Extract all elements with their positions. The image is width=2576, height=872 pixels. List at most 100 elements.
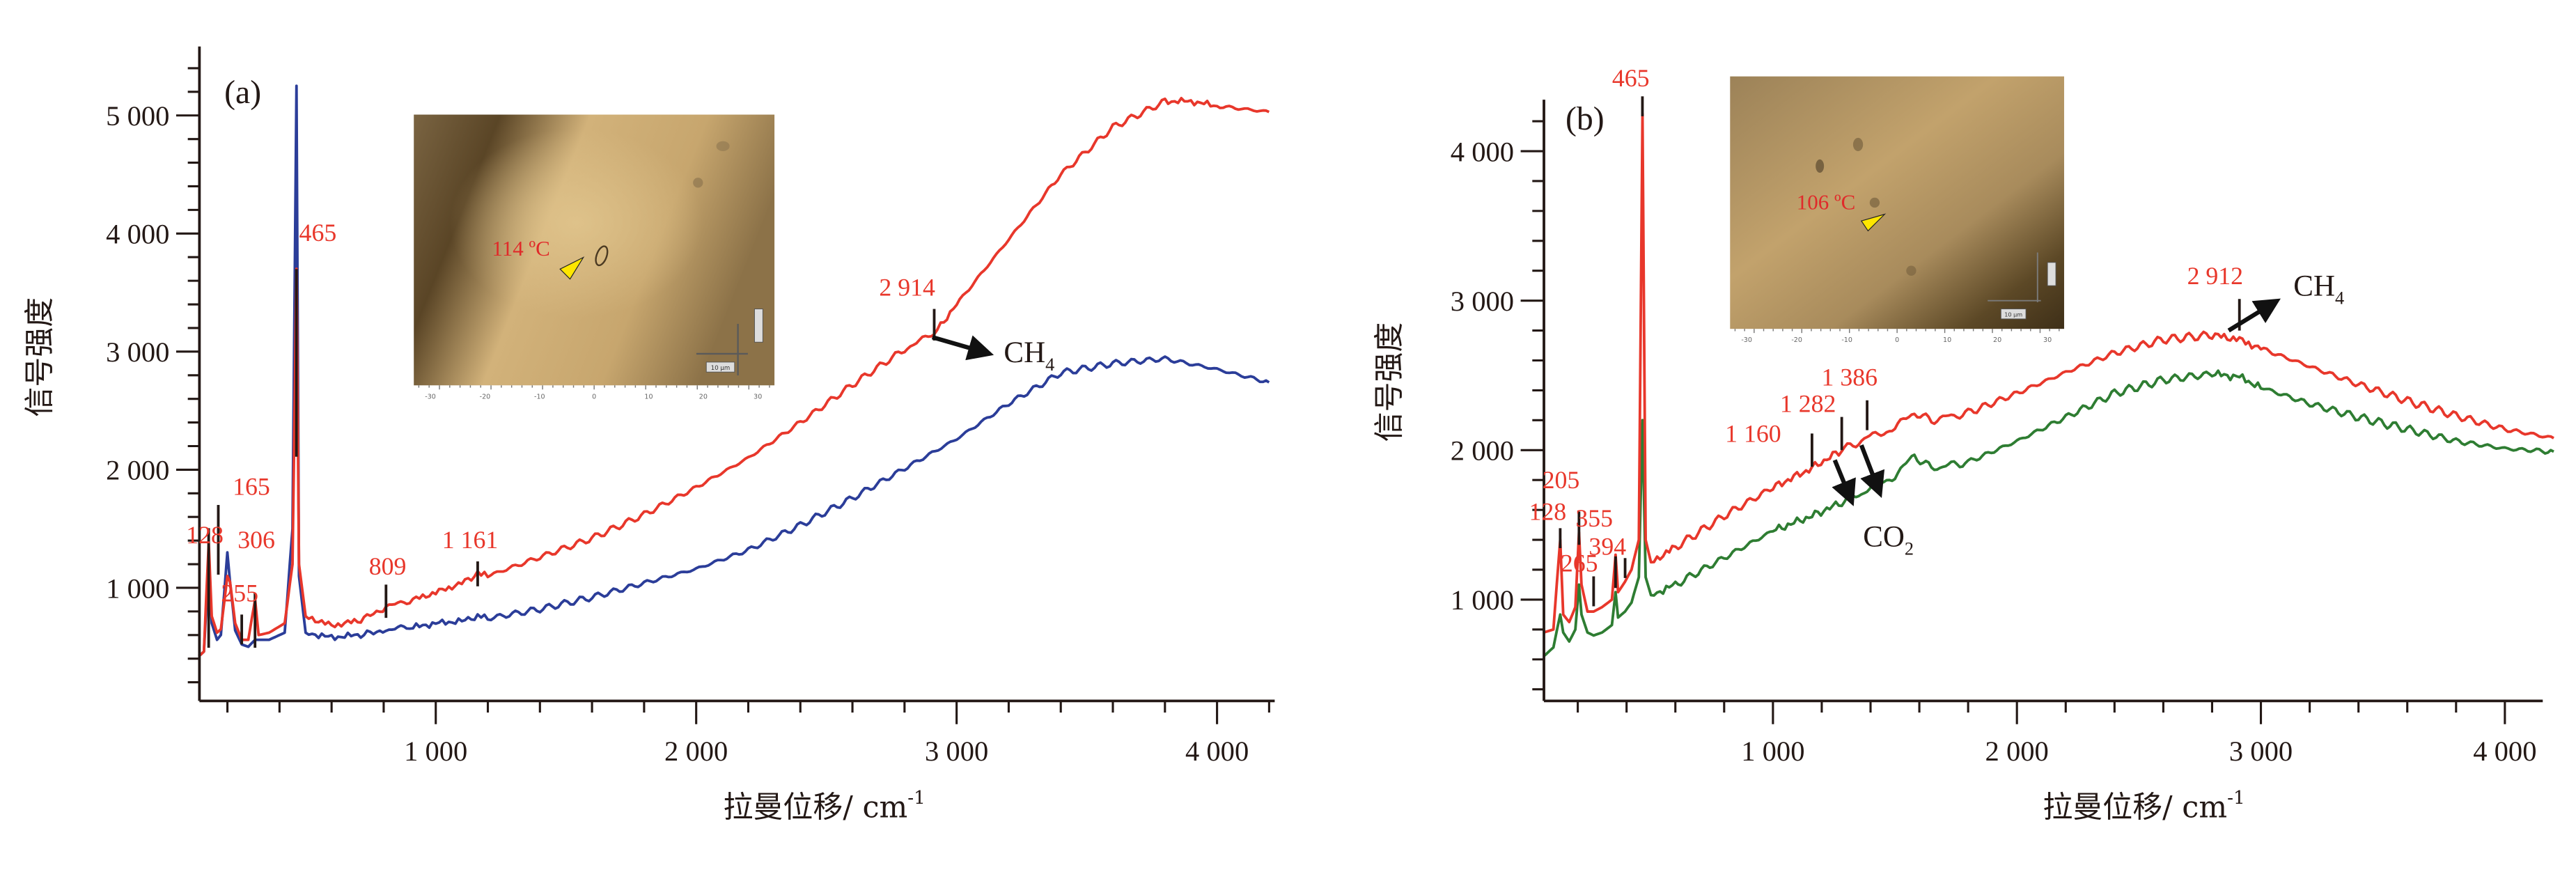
panel-b: 1 000 2 000 3 000 4 000 1 000 2 000 3 000 4 00…: [1372, 64, 2554, 825]
b-x-tick-label: 3 000: [2229, 735, 2293, 767]
b-y-tick-label: 4 000: [1451, 136, 1514, 167]
b-photo-ruler-label: -10: [1841, 336, 1852, 344]
a-x-axis-title: 拉曼位移/ cm-1: [724, 788, 926, 825]
a-y-tick-label: 5 000: [106, 100, 169, 132]
b-peak-label: 1 386: [1822, 363, 1878, 391]
a-y-axis-ticks: 1 000 2 000 3 000 4 000 5 000: [106, 67, 200, 684]
b-y-tick-label: 3 000: [1451, 286, 1514, 317]
a-scale-label-box: [705, 361, 735, 373]
b-peak-label: 1 282: [1780, 389, 1836, 417]
b-series-upper-spectrum: [1543, 112, 2554, 634]
a-ch4-main: CH: [1004, 336, 1045, 369]
b-temperature-label: 106 ºC: [1797, 189, 1856, 214]
b-x-axis-title-main: 拉曼位移/ cm: [2043, 790, 2227, 825]
b-x-tick-label: 1 000: [1741, 735, 1804, 767]
a-series-upper-spectrum: [198, 97, 1270, 657]
a-x-axis-title-sup: -1: [907, 788, 926, 809]
a-photo-ruler-label: -10: [534, 393, 545, 400]
a-peak-label: 128: [186, 521, 224, 549]
b-co2-sub: 2: [1905, 539, 1914, 559]
a-x-axis-title-main: 拉曼位移/ cm: [724, 790, 908, 825]
b-yellow-pointer-icon: [1860, 213, 1887, 232]
a-scale-label-vertical: [754, 309, 763, 343]
a-y-tick-label: 1 000: [106, 573, 169, 604]
a-panel-label: (a): [224, 74, 261, 111]
a-peak-label: 255: [221, 579, 258, 607]
a-y-tick-label: 4 000: [106, 219, 169, 250]
b-series-lower-spectrum: [1543, 369, 2554, 657]
a-series-lower-spectrum: [198, 84, 1270, 657]
b-y-tick-label: 2 000: [1451, 435, 1514, 467]
a-x-tick-label: 1 000: [404, 735, 467, 767]
b-photo-ruler: -30 -20 -10 0 10 20 30: [1734, 329, 2060, 344]
a-y-tick-label: 2 000: [106, 455, 169, 486]
b-peak-label: 205: [1543, 466, 1580, 494]
a-ch4-label: CH4: [1004, 336, 1054, 375]
b-x-axis-title: 拉曼位移/ cm-1: [2043, 788, 2245, 825]
b-x-axis-ticks: 1 000 2 000 3 000 4 000: [1577, 701, 2536, 767]
a-x-tick-label: 2 000: [664, 735, 728, 767]
b-y-axis-ticks: 1 000 2 000 3 000 4 000: [1451, 120, 1545, 691]
a-photo-ruler: -30 -20 -10 0 10 20 30: [418, 385, 770, 400]
b-photo-ruler-label: 20: [1993, 336, 2001, 344]
b-photo-ruler-label: 10: [1943, 336, 1951, 344]
b-series-group: [1543, 112, 2554, 657]
b-peak-label: 394: [1588, 533, 1626, 561]
a-peak-label: 465: [299, 219, 337, 247]
a-peak-labels: 128 165 255 306 465 809 1 161 2 914: [186, 219, 935, 607]
b-inset-photo: 106 ºC 10 μm -30 -20 -10 0 10 20 30: [1730, 76, 2064, 344]
a-photo-ruler-label: -20: [480, 393, 491, 400]
a-x-axis-ticks: 1 000 2 000 3 000 4 000: [226, 701, 1270, 767]
b-x-axis-title-sup: -1: [2227, 788, 2245, 809]
b-ch4-main: CH: [2293, 270, 2335, 303]
a-y-tick-label: 3 000: [106, 336, 169, 368]
a-scale-bar-text: 10 μm: [711, 365, 730, 372]
b-photo-background: [1730, 76, 2064, 329]
a-ch4-arrow-icon: [931, 335, 994, 361]
a-photo-ruler-label: 0: [592, 393, 596, 400]
a-peak-label: 809: [369, 552, 407, 580]
a-y-axis-title: 信号强度: [23, 297, 58, 417]
b-peak-label: 2 912: [2187, 262, 2244, 290]
a-photo-spot: [716, 141, 730, 152]
a-temperature-label: 114 ºC: [492, 236, 549, 260]
b-co2-label: CO2: [1863, 521, 1914, 559]
a-peak-label: 1 161: [442, 526, 499, 554]
b-photo-ruler-label: 30: [2043, 336, 2052, 344]
a-photo-glow: [414, 114, 775, 386]
b-photo-ruler-label: -30: [1741, 336, 1752, 344]
a-peak-label: 306: [237, 526, 275, 554]
a-photo-ruler-label: -30: [425, 393, 436, 400]
b-x-tick-label: 4 000: [2473, 735, 2536, 767]
b-peak-label: 265: [1561, 549, 1598, 577]
b-co2-main: CO: [1863, 521, 1905, 554]
b-co2-arrow-1-icon: [1832, 459, 1856, 506]
a-inset-photo: 114 ºC 10 μm -30 -20 -10 0 10 20 30: [414, 114, 775, 400]
a-photo-ruler-label: 30: [754, 393, 762, 400]
b-photo-spot: [1852, 137, 1864, 152]
a-inclusion-shape: [595, 245, 609, 267]
a-yellow-pointer-icon: [559, 256, 585, 280]
b-panel-label: (b): [1566, 100, 1605, 137]
a-photo-ruler-label: 20: [699, 393, 708, 400]
a-x-tick-label: 3 000: [925, 735, 988, 767]
b-ch4-label: CH4: [2293, 270, 2344, 309]
b-y-tick-label: 1 000: [1451, 584, 1514, 616]
b-x-tick-label: 2 000: [1985, 735, 2049, 767]
a-ch4-sub: 4: [1045, 355, 1054, 375]
b-co2-arrow-2-icon: [1859, 444, 1885, 499]
b-peak-label: 128: [1529, 497, 1567, 525]
a-photo-spot: [693, 178, 703, 188]
b-photo-ruler-label: -20: [1791, 336, 1802, 344]
b-photo-spot: [1816, 159, 1825, 173]
b-ch4-sub: 4: [2335, 288, 2344, 308]
a-series-group: [198, 84, 1270, 657]
a-peak-label: 165: [233, 473, 270, 501]
a-peak-label: 2 914: [879, 273, 935, 301]
b-photo-spot: [1869, 197, 1880, 208]
a-photo-ruler-label: 10: [644, 393, 653, 400]
b-photo-spot: [1906, 265, 1917, 276]
b-peak-label: 1 160: [1725, 419, 1781, 447]
